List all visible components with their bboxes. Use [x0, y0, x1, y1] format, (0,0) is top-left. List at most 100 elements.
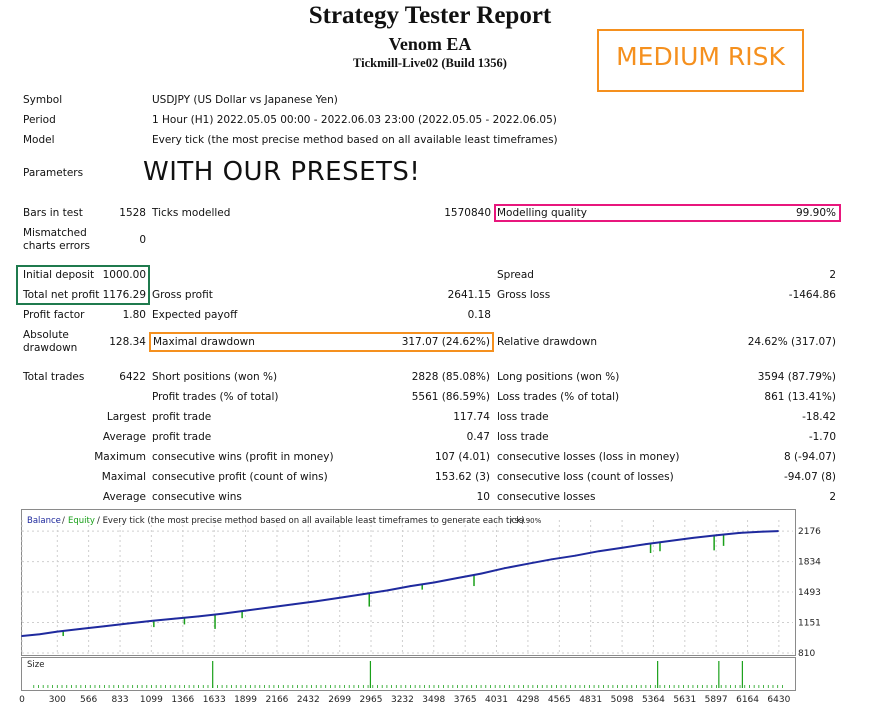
- balance-point: [574, 554, 577, 557]
- x-tick-label: 2432: [297, 695, 320, 705]
- maximum-label: Maximum: [94, 451, 146, 463]
- modelling-quality-label: Modelling quality: [497, 207, 587, 219]
- balance-point: [503, 567, 506, 570]
- total-trades-value: 6422: [119, 371, 146, 383]
- average-consecutive-wins-label: consecutive wins: [152, 491, 242, 503]
- balance-point: [127, 622, 129, 625]
- balance-point: [315, 600, 318, 603]
- deposit-label: Initial deposit: [23, 269, 95, 281]
- symbol-value: USDJPY (US Dollar vs Japanese Yen): [152, 94, 338, 106]
- x-tick-label: 4831: [579, 695, 602, 705]
- short-positions-label: Short positions (won %): [152, 371, 278, 383]
- model-value: Every tick (the most precise method base…: [152, 134, 558, 146]
- period-label: Period: [23, 114, 56, 126]
- y-tick-label: 1834: [798, 558, 821, 568]
- x-tick-label: 5364: [642, 695, 665, 705]
- maximal-drawdown-label: Maximal drawdown: [153, 336, 255, 348]
- x-tick-label: 5897: [705, 695, 728, 705]
- x-tick-label: 3232: [391, 695, 414, 705]
- balance-point: [433, 581, 435, 584]
- gross-loss-label: Gross loss: [497, 289, 551, 301]
- average-consecutive-losses-value: 2: [829, 491, 836, 503]
- balance-point: [527, 562, 530, 565]
- loss-trades-label: Loss trades (% of total): [497, 391, 620, 403]
- x-tick-label: 6430: [767, 695, 790, 705]
- largest-loss-value: -18.42: [802, 411, 836, 423]
- balance-point: [56, 630, 59, 633]
- symbol-label: Symbol: [23, 94, 63, 106]
- legend-balance: Balance: [27, 516, 61, 526]
- max-consecutive-wins-value: 107 (4.01): [435, 451, 490, 463]
- legend-equity: Equity: [68, 516, 95, 526]
- deposit-profit-highlight: [16, 265, 150, 305]
- legend-quality: / 99.90%: [510, 517, 542, 525]
- legend-separator: /: [62, 516, 65, 526]
- x-tick-label: 3765: [454, 695, 477, 705]
- risk-badge-box: [597, 29, 804, 92]
- parameters-label: Parameters: [23, 167, 84, 179]
- balance-point: [174, 617, 176, 620]
- x-tick-label: 6164: [736, 695, 759, 705]
- max-consecutive-wins-label: consecutive wins (profit in money): [152, 451, 334, 463]
- max-consecutive-losses-value: 8 (-94.07): [783, 451, 836, 463]
- ticks-value: 1570840: [444, 207, 491, 219]
- balance-point: [409, 585, 412, 587]
- maximal-consecutive-loss-label: consecutive loss (count of losses): [497, 471, 674, 483]
- x-tick-label: 5631: [673, 695, 696, 705]
- x-tick-label: 4031: [485, 695, 508, 705]
- relative-drawdown-label: Relative drawdown: [497, 336, 598, 348]
- maximal-consecutive-profit-label: consecutive profit (count of wins): [152, 471, 328, 483]
- y-tick-label: 1493: [798, 588, 821, 598]
- mismatch-value: 0: [139, 234, 146, 246]
- balance-point: [21, 635, 23, 637]
- maximal-consecutive-loss-value: -94.07 (8): [783, 471, 836, 483]
- y-tick-label: 2176: [798, 527, 821, 537]
- y-tick-label: 1151: [798, 619, 821, 629]
- bars-label: Bars in test: [23, 207, 83, 219]
- balance-point: [715, 534, 718, 537]
- balance-point: [150, 619, 153, 622]
- loss-trades-value: 861 (13.41%): [764, 391, 836, 403]
- period-value: 1 Hour (H1) 2022.05.05 00:00 - 2022.06.0…: [152, 114, 557, 126]
- y-tick-label: 810: [798, 649, 815, 659]
- deposit-value: 1000.00: [102, 269, 146, 281]
- long-positions-value: 3594 (87.79%): [757, 371, 836, 383]
- gross-loss-value: -1464.86: [788, 289, 836, 301]
- x-tick-label: 566: [80, 695, 97, 705]
- largest-profit-value: 117.74: [453, 411, 490, 423]
- balance-point: [103, 625, 106, 628]
- balance-point: [338, 596, 341, 599]
- balance-point: [386, 589, 388, 592]
- balance-point: [456, 577, 459, 579]
- balance-point: [291, 603, 294, 606]
- average-loss-value: -1.70: [808, 431, 836, 443]
- balance-point: [644, 543, 647, 546]
- short-positions-value: 2828 (85.08%): [411, 371, 490, 383]
- long-positions-label: Long positions (won %): [497, 371, 620, 383]
- modelling-quality-value: 99.90%: [795, 207, 836, 219]
- ea-name: Venom EA: [388, 34, 472, 54]
- net-profit-value: 1176.29: [102, 289, 146, 301]
- balance-chart-plot: [21, 509, 796, 656]
- x-tick-label: 2965: [360, 695, 383, 705]
- x-tick-label: 5098: [611, 695, 634, 705]
- model-label: Model: [23, 134, 55, 146]
- spread-value: 2: [829, 269, 836, 281]
- mismatch-label-1: Mismatched: [23, 227, 87, 239]
- balance-line: [21, 530, 778, 637]
- average-profit-value: 0.47: [466, 431, 490, 443]
- max-drawdown-highlight: [149, 332, 494, 352]
- x-tick-label: 300: [49, 695, 66, 705]
- server-info: Tickmill-Live02 (Build 1356): [353, 56, 507, 70]
- balance-point: [221, 612, 224, 615]
- average-consecutive-wins-value: 10: [476, 491, 490, 503]
- average-profit-label: profit trade: [152, 431, 212, 443]
- absolute-drawdown-label-1: Absolute: [23, 329, 69, 341]
- x-tick-label: 833: [111, 695, 128, 705]
- balance-point: [762, 530, 765, 533]
- balance-point: [597, 550, 600, 553]
- balance-point: [739, 532, 741, 534]
- gross-profit-value: 2641.15: [447, 289, 491, 301]
- legend-description: / Every tick (the most precise method ba…: [97, 516, 525, 526]
